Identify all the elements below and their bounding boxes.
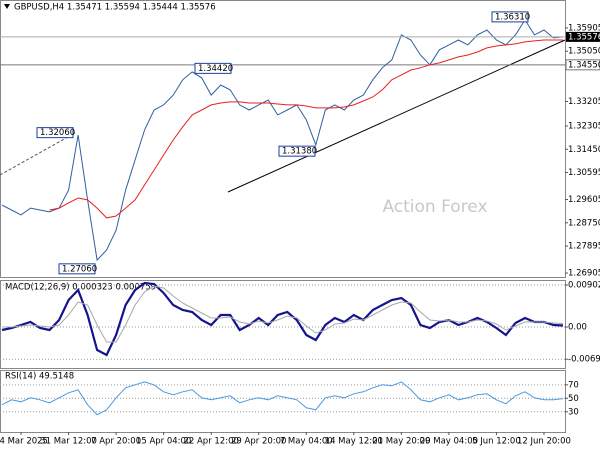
x-tick-label: 15 Apr 04:00: [136, 437, 191, 447]
y-tick-label: 1.29605: [568, 195, 600, 205]
y-tick-label: 70: [568, 380, 579, 390]
y-tick-label: 1.35905: [568, 23, 600, 33]
x-tick-label: 31 Mar 12:00: [40, 437, 97, 447]
price-annotation-box: [278, 145, 316, 157]
series-line: [49, 39, 563, 219]
rsi-title: RSI(14) 49.5148: [5, 372, 74, 382]
y-tick-label: 1.26905: [568, 269, 600, 279]
dashed-line: [0, 132, 76, 176]
y-tick-label: 30: [568, 407, 579, 417]
support-box: [565, 59, 600, 71]
x-tick-label: 7 Apr 20:00: [91, 437, 141, 447]
x-tick-label: 29 May 04:00: [420, 437, 478, 447]
macd-panel: [0, 280, 566, 369]
y-tick-label: 1.32305: [568, 121, 600, 131]
price-annotation: 1.27060: [62, 264, 97, 274]
series-line: [1, 381, 564, 416]
x-tick-label: 21 May 20:00: [372, 437, 430, 447]
series-line: [1, 18, 564, 262]
y-tick-label: 0.00902: [568, 281, 600, 291]
price-annotation-box: [36, 127, 74, 139]
price-annotation: 1.34420: [198, 64, 233, 74]
price-annotation-box: [194, 62, 232, 74]
current-price-box: [566, 31, 600, 42]
series-line: [1, 281, 564, 357]
macd-title: MACD(12,26,9) 0.000323 0.000759: [5, 283, 156, 293]
watermark: Action Forex: [382, 197, 487, 217]
chart-title: GBPUSD,H4 1.35471 1.35594 1.35444 1.3557…: [14, 3, 216, 13]
price-annotation: 1.31380: [282, 147, 317, 157]
y-tick-label: 1.31450: [568, 145, 600, 155]
y-tick-label: 50: [568, 394, 579, 404]
price-annotation-box: [491, 11, 529, 23]
x-tick-label: 24 Mar 2025: [0, 437, 48, 447]
support-label: 1.34550: [568, 60, 600, 70]
x-tick-label: 14 May 12:00: [325, 437, 383, 447]
x-tick-label: 12 Jun 20:00: [517, 437, 571, 447]
price-panel: [0, 0, 566, 278]
y-tick-label: -0.006915: [568, 355, 600, 365]
x-tick-label: 29 Apr 20:00: [231, 437, 286, 447]
y-tick-label: 1.33205: [568, 97, 600, 107]
y-tick-label: 0.00: [568, 323, 587, 333]
x-tick-label: 5 Jun 12:00: [472, 437, 521, 447]
y-tick-label: 1.27895: [568, 242, 600, 252]
x-tick-label: 7 May 04:00: [280, 437, 333, 447]
price-annotation: 1.36310: [495, 12, 530, 22]
price-annotation: 1.32060: [40, 128, 75, 138]
trend-line: [227, 39, 566, 193]
y-tick-label: 1.30595: [568, 168, 600, 178]
rsi-panel: [0, 370, 566, 433]
title-icon: [4, 4, 10, 9]
y-tick-label: 1.28750: [568, 218, 600, 228]
current-price-label: 1.35576: [568, 32, 600, 42]
y-tick-label: 1.35050: [568, 47, 600, 57]
series-line: [2, 285, 564, 343]
price-annotation-box: [58, 263, 96, 275]
x-tick-label: 22 Apr 12:00: [183, 437, 238, 447]
